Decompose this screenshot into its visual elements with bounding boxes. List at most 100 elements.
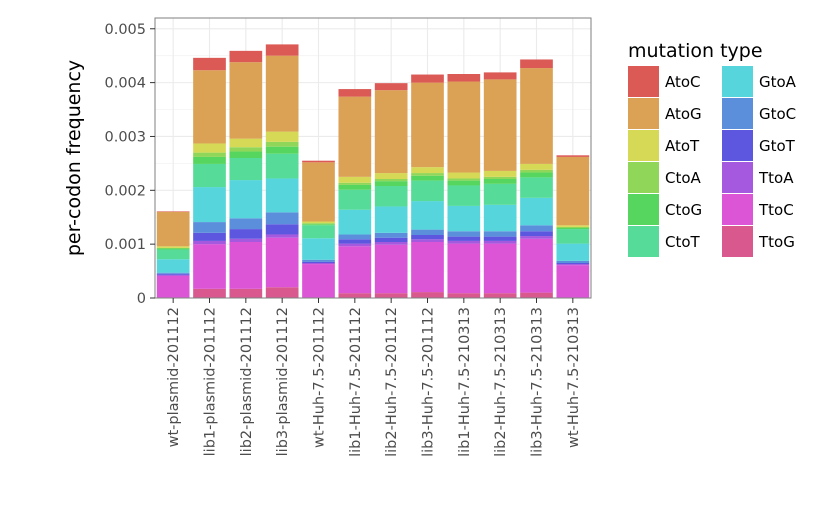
plot-panel-border (154, 17, 592, 299)
y-tick-label: 0.005 (104, 22, 146, 38)
bar-segment-ttoc (556, 265, 590, 298)
x-tick-label: lib1-plasmid-201112 (203, 307, 219, 456)
bar-segment-ttoa (265, 234, 299, 238)
legend-label: AtoC (665, 73, 701, 91)
bar-segment-gtoc (556, 260, 590, 263)
x-tick-label: wt-plasmid-201112 (166, 307, 182, 447)
bar-segment-gtot (556, 263, 590, 265)
x-tick-label: lib3-Huh-7.5-201112 (421, 307, 437, 457)
legend-key-swatch (722, 226, 753, 257)
legend-key-swatch (628, 162, 659, 193)
bar-stack-lib3-huh-7-5-201112 (411, 74, 444, 298)
bar-segment-ttog (411, 292, 444, 298)
bar-segment-atog (338, 96, 372, 177)
legend-item-ctoa: CtoA (628, 162, 702, 193)
bar-segment-ctoa (338, 182, 372, 185)
bar-stack-lib1-huh-7-5-210313 (447, 74, 481, 298)
legend-label: AtoG (665, 105, 702, 123)
x-axis: wt-plasmid-201112 lib1-plasmid-201112 lib2… (166, 298, 582, 457)
bar-segment-gtot (302, 261, 335, 263)
legend-key-swatch (628, 194, 659, 225)
bar-segment-ctoa (229, 147, 263, 152)
bar-segment-atoc (156, 211, 190, 212)
bar-segment-atot (156, 246, 190, 248)
bar-segment-ttoa (229, 238, 263, 242)
legend-label: CtoA (665, 169, 702, 187)
bar-segment-atog (374, 90, 408, 174)
bar-segment-ctog (302, 224, 335, 226)
bar-segment-gtot (338, 239, 372, 244)
bar-segment-atog (483, 79, 517, 171)
bar-segment-gtoa (483, 204, 517, 232)
bar-segment-ctog (374, 181, 408, 186)
bar-segment-ttoc (265, 237, 299, 288)
legend-item-gtoc: GtoC (722, 98, 796, 129)
bar-segment-gtot (374, 237, 408, 242)
legend-item-ttog: TtoG (722, 226, 795, 257)
bar-segment-atog (265, 55, 299, 132)
bar-segment-ctot (411, 180, 444, 202)
bar-segment-atoc (193, 57, 226, 71)
y-axis-title: per-codon frequency (63, 60, 85, 256)
bar-segment-ttoc (483, 243, 517, 294)
bar-segment-atot (520, 163, 553, 170)
bar-segment-gtoc (229, 218, 263, 230)
bar-segment-ttoc (447, 243, 481, 294)
bar-stack-lib2-huh-7-5-210313 (483, 72, 517, 298)
legend-item-ctog: CtoG (628, 194, 702, 225)
legend-label: TtoG (758, 233, 795, 251)
x-tick-label: lib2-plasmid-201112 (239, 307, 255, 456)
bar-segment-atog (302, 162, 335, 222)
bar-segment-ttoc (411, 242, 444, 293)
legend-label: AtoT (665, 137, 700, 155)
bar-segment-ctog (411, 175, 444, 181)
bar-segment-gtoc (483, 231, 517, 237)
bar-segment-ttoa (556, 264, 590, 266)
legend-key-swatch (722, 162, 753, 193)
bar-segment-ttoa (411, 239, 444, 242)
bar-segment-gtoa (193, 187, 226, 223)
bar-segment-atoc (483, 72, 517, 80)
bar-stack-lib1-huh-7-5-201112 (338, 89, 372, 298)
bar-segment-ttoc (156, 275, 190, 298)
bar-segment-ctog (556, 228, 590, 230)
bar-segment-atot (265, 131, 299, 142)
legend-item-atot: AtoT (628, 130, 700, 161)
legend-label: TtoA (758, 169, 794, 187)
bar-segment-atog (229, 62, 263, 139)
bar-segment-atot (229, 138, 263, 148)
bar-segment-ctot (156, 249, 190, 260)
legend-key-swatch (628, 130, 659, 161)
legend-key-swatch (722, 66, 753, 97)
y-tick-label: 0.004 (104, 76, 146, 92)
bar-segment-ttoa (193, 240, 226, 245)
bar-segment-ctot (447, 185, 481, 206)
bar-segment-atog (193, 70, 226, 144)
x-tick-label: lib3-Huh-7.5-210313 (530, 307, 546, 457)
bar-segment-ctot (483, 183, 517, 205)
x-tick-label: wt-Huh-7.5-210313 (566, 307, 582, 448)
legend-item-atoc: AtoC (628, 66, 701, 97)
bar-segment-gtoc (156, 272, 190, 274)
legend-key-swatch (722, 194, 753, 225)
y-tick-label: 0 (137, 291, 146, 307)
bar-segment-atoc (229, 50, 263, 63)
legend-label: GtoA (759, 73, 797, 91)
legend-item-gtoa: GtoA (722, 66, 797, 97)
legend-key-swatch (628, 98, 659, 129)
bar-segment-atot (447, 172, 481, 179)
bar-segment-ttoa (520, 236, 553, 239)
x-tick-label: lib1-Huh-7.5-201112 (348, 307, 364, 457)
bar-segment-gtoa (338, 209, 372, 235)
legend-item-ttoa: TtoA (722, 162, 794, 193)
bar-segment-ctoa (374, 179, 408, 182)
bar-segment-atoc (447, 74, 481, 82)
bar-segment-ctog (338, 184, 372, 190)
bar-segment-ctog (483, 179, 517, 184)
bar-segment-ttog (447, 293, 481, 298)
bar-segment-ctoa (483, 176, 517, 179)
bar-segment-ctog (265, 146, 299, 154)
bar-segment-ttoc (374, 244, 408, 294)
bar-segment-gtoc (520, 225, 553, 232)
